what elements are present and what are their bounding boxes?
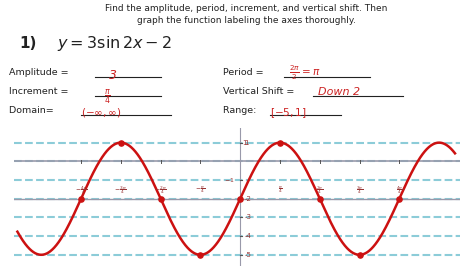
Text: $-\frac{4\pi}{4}$: $-\frac{4\pi}{4}$	[75, 184, 87, 196]
Text: $\frac{3\pi}{4}$: $\frac{3\pi}{4}$	[356, 184, 363, 196]
Text: $-\frac{3\pi}{4}$: $-\frac{3\pi}{4}$	[115, 184, 127, 196]
Text: -2: -2	[244, 196, 251, 202]
Text: $\frac{2\pi}{2} = \pi$: $\frac{2\pi}{2} = \pi$	[289, 64, 320, 82]
Point	[356, 253, 363, 257]
Text: 1: 1	[243, 140, 247, 146]
Point	[77, 197, 85, 201]
Text: Period =: Period =	[223, 68, 266, 77]
Point	[395, 197, 403, 201]
Text: Range:: Range:	[223, 106, 259, 115]
Point	[117, 140, 125, 145]
Text: Domain=: Domain=	[9, 106, 57, 115]
Text: $-1$: $-1$	[224, 176, 234, 184]
Point	[316, 197, 324, 201]
Point	[197, 253, 204, 257]
Point	[157, 197, 164, 201]
Text: 3: 3	[109, 69, 117, 82]
Text: -5: -5	[244, 252, 251, 258]
Text: $\frac{\pi}{4}$: $\frac{\pi}{4}$	[104, 87, 111, 106]
Text: Amplitude =: Amplitude =	[9, 68, 72, 77]
Text: $\frac{\pi}{4}$: $\frac{\pi}{4}$	[278, 184, 283, 195]
Text: $\frac{4\pi}{4}$: $\frac{4\pi}{4}$	[396, 184, 403, 196]
Text: Vertical Shift =: Vertical Shift =	[223, 87, 297, 96]
Text: Find the amplitude, period, increment, and vertical shift. Then
graph the functi: Find the amplitude, period, increment, a…	[105, 4, 388, 25]
Text: $(-\infty, \infty)$: $(-\infty, \infty)$	[81, 106, 121, 119]
Text: 1): 1)	[19, 36, 36, 51]
Text: -4: -4	[244, 233, 251, 239]
Text: Down 2: Down 2	[318, 87, 360, 97]
Text: $\frac{2\pi}{4}$: $\frac{2\pi}{4}$	[316, 184, 323, 196]
Point	[237, 197, 244, 201]
Text: $[-5, 1]$: $[-5, 1]$	[270, 106, 307, 120]
Text: $-\frac{2\pi}{4}$: $-\frac{2\pi}{4}$	[154, 184, 167, 196]
Text: $-\frac{\pi}{4}$: $-\frac{\pi}{4}$	[195, 184, 205, 195]
Text: Increment =: Increment =	[9, 87, 72, 96]
Text: -3: -3	[244, 214, 251, 221]
Text: 1: 1	[244, 140, 249, 146]
Text: $y = 3\sin 2x - 2$: $y = 3\sin 2x - 2$	[57, 35, 172, 53]
Point	[276, 140, 284, 145]
